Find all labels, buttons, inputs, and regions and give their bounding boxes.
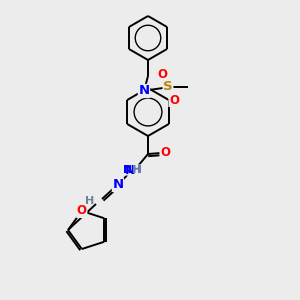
Text: H: H [132,165,142,175]
Text: O: O [169,94,179,106]
Text: N: N [112,178,124,191]
Text: O: O [77,205,87,218]
Text: O: O [157,68,167,80]
Text: N: N [138,85,150,98]
Text: N: N [125,164,135,176]
Text: S: S [163,80,173,94]
Text: NH: NH [123,165,141,175]
Text: H: H [85,196,94,206]
Text: O: O [160,146,170,158]
